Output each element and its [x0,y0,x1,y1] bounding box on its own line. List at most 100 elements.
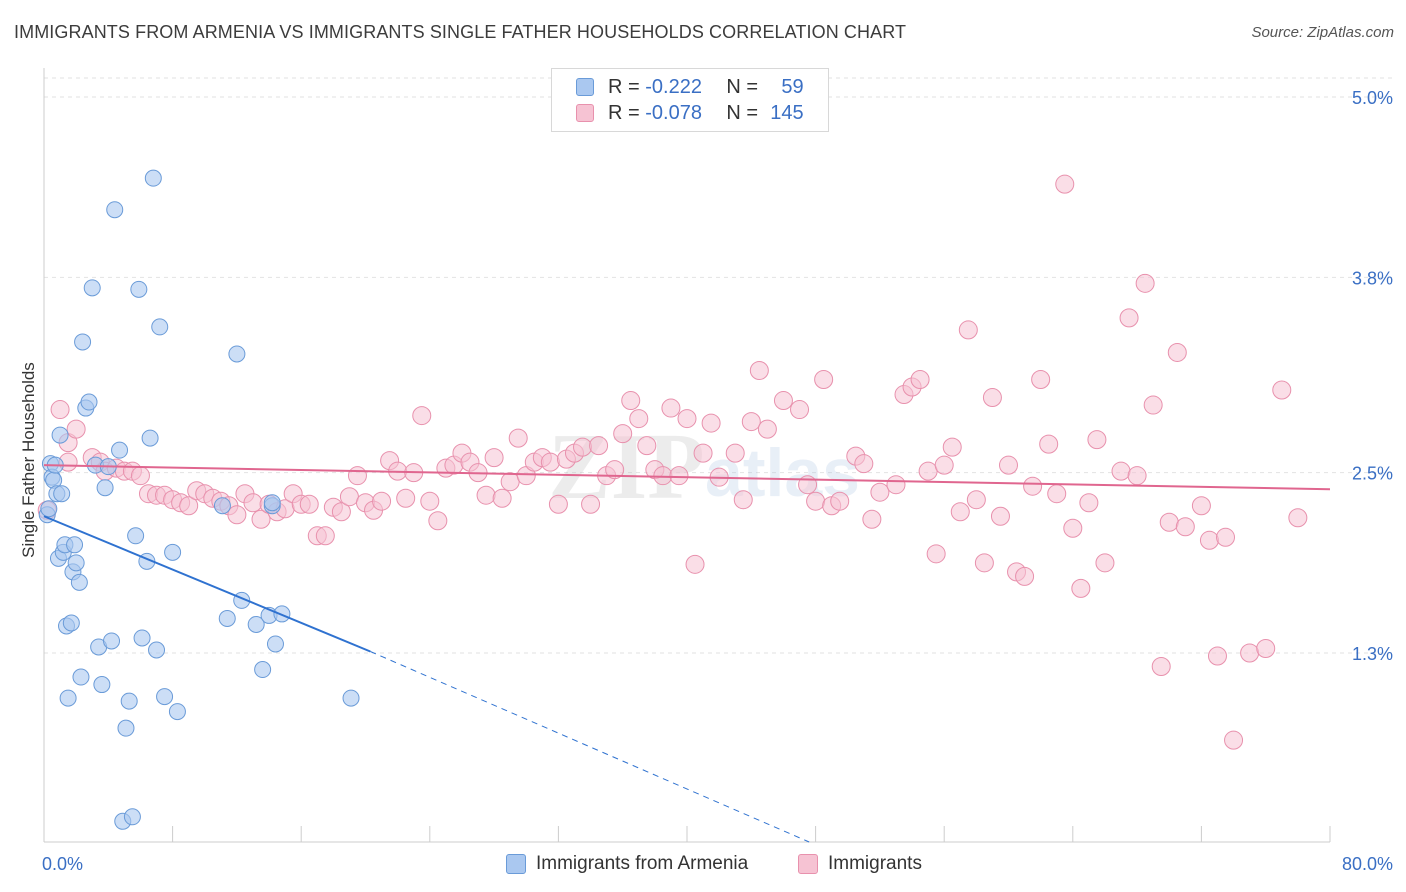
data-point-immigrants [733,490,753,510]
data-point-immigrants [854,454,874,474]
data-point-immigrants [1175,517,1195,537]
data-point-immigrants [339,487,359,507]
data-point-immigrants [412,406,432,426]
data-point-immigrants [1015,566,1035,586]
data-point-armenia [133,629,151,647]
data-point-immigrants [1127,466,1147,486]
data-point-immigrants [548,494,568,514]
trend-line-armenia-extension [370,651,810,843]
data-point-armenia [59,689,77,707]
data-point-immigrants [974,553,994,573]
data-point-armenia [40,500,58,518]
bottom-legend-swatch-armenia [506,854,526,874]
data-point-immigrants [621,391,641,411]
data-point-immigrants [179,496,199,516]
data-point-immigrants [637,436,657,456]
trend-line-armenia [43,515,371,653]
data-point-armenia [266,635,284,653]
data-point-armenia [117,719,135,737]
legend-row-armenia: R = -0.222 N = 59 [576,75,804,99]
data-point-armenia [123,808,141,826]
axes [43,68,1331,843]
data-point-immigrants [1288,508,1308,528]
data-point-immigrants [581,494,601,514]
data-point-immigrants [1055,174,1075,194]
data-point-immigrants [573,437,593,457]
data-point-immigrants [1240,643,1260,663]
data-point-immigrants [814,370,834,390]
bottom-legend-label-armenia: Immigrants from Armenia [536,853,749,874]
data-point-immigrants [1143,395,1163,415]
chart-source: Source: ZipAtlas.com [1251,24,1394,41]
data-point-immigrants [1159,512,1179,532]
data-point-immigrants [918,461,938,481]
data-point-armenia [263,494,281,512]
data-point-immigrants [862,509,882,529]
legend-r-value: -0.222 [645,75,702,98]
data-point-immigrants [1119,308,1139,328]
data-point-immigrants [1031,370,1051,390]
data-point-immigrants [476,485,496,505]
data-point-armenia [70,573,88,591]
y-tick-label: 5.0% [1352,88,1393,108]
data-point-armenia [111,441,129,459]
data-point-armenia [130,280,148,298]
data-point-immigrants [629,409,649,429]
data-point-immigrants [605,460,625,480]
data-point-immigrants [830,491,850,511]
data-point-immigrants [677,409,697,429]
data-point-armenia [93,676,111,694]
data-point-immigrants [540,452,560,472]
data-point-immigrants [934,455,954,475]
data-point-armenia [83,279,101,297]
data-point-immigrants [757,419,777,439]
data-point-armenia [144,169,162,187]
data-point-immigrants [1167,342,1187,362]
data-point-armenia [53,485,71,503]
data-point-immigrants [396,488,416,508]
data-point-immigrants [130,466,150,486]
data-point-armenia [218,609,236,627]
legend-n-label: N = [726,75,759,98]
data-point-immigrants [958,320,978,340]
series-immigrants [37,174,1308,750]
data-point-immigrants [1207,646,1227,666]
data-point-immigrants [1087,430,1107,450]
data-point-immigrants [982,388,1002,408]
bottom-legend-immigrants[interactable]: Immigrants [798,852,922,876]
data-point-immigrants [227,505,247,525]
data-point-immigrants [806,491,826,511]
data-point-armenia [51,426,69,444]
data-point-armenia [342,689,360,707]
chart-title: IMMIGRANTS FROM ARMENIA VS IMMIGRANTS SI… [14,22,907,42]
data-point-immigrants [1063,518,1083,538]
y-tick-labels: 1.3% 2.5% 3.8% 5.0% [1352,88,1393,664]
data-point-armenia [164,543,182,561]
trend-line-immigrants [43,464,1331,491]
data-point-immigrants [1256,638,1276,658]
data-point-armenia [72,668,90,686]
data-point-immigrants [1135,273,1155,293]
data-point-immigrants [372,491,392,511]
data-point-immigrants [1095,553,1115,573]
data-point-armenia [66,536,84,554]
data-point-immigrants [331,502,351,522]
data-point-armenia [103,632,121,650]
bottom-legend-armenia[interactable]: Immigrants from Armenia [506,852,748,876]
legend-row-immigrants: R = -0.078 N = 145 [576,101,804,125]
data-point-armenia [247,615,265,633]
data-point-immigrants [1151,657,1171,677]
data-point-immigrants [1224,730,1244,750]
series-armenia [38,169,360,830]
data-point-armenia [120,692,138,710]
data-point-immigrants [251,509,271,529]
data-point-immigrants [1023,476,1043,496]
legend-n-value: 59 [781,75,804,98]
data-point-immigrants [1272,380,1292,400]
data-point-immigrants [50,400,70,420]
x-tick-label-min: 0.0% [42,854,83,874]
legend-swatch-armenia [576,78,594,96]
data-point-immigrants [492,488,512,508]
data-point-immigrants [741,412,761,432]
data-point-armenia [254,661,272,679]
